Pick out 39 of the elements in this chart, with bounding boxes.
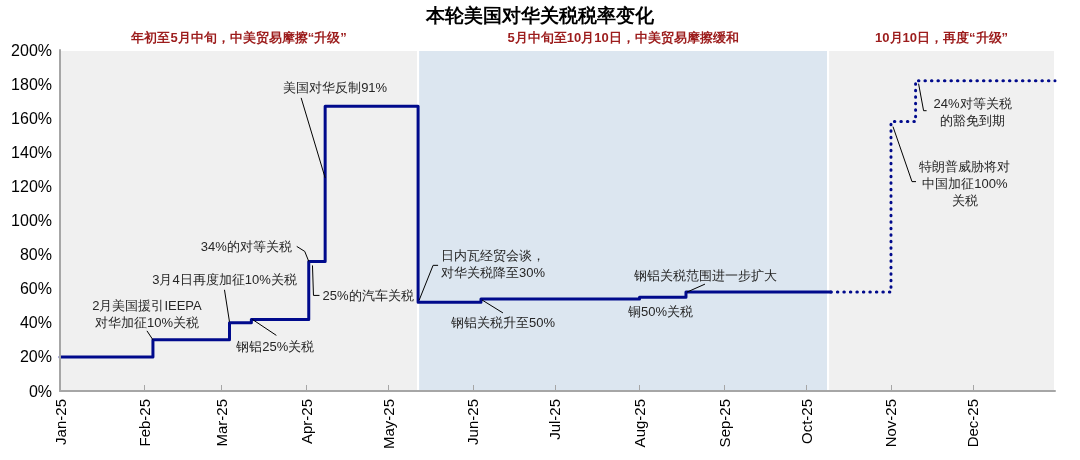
y-tick-label: 160% xyxy=(11,109,52,127)
x-tick-label: Feb-25 xyxy=(136,399,154,447)
annotation: 美国对华反制91% xyxy=(283,80,388,96)
y-tick-label: 60% xyxy=(19,280,52,298)
chart-title: 本轮美国对华关税税率变化 xyxy=(425,5,655,26)
annotation: 3月4日再度加征10%关税 xyxy=(152,272,297,288)
annotation: 钢铝25%关税 xyxy=(235,338,315,354)
y-tick-label: 80% xyxy=(19,246,52,264)
x-tick-label: May-25 xyxy=(379,399,397,450)
annotation: 钢铝关税范围进一步扩大 xyxy=(633,267,778,283)
y-tick-label: 200% xyxy=(11,41,52,59)
band-label: 年初至5月中旬，中美贸易摩擦“升级” xyxy=(130,30,347,45)
band-label: 5月中旬至10月10日，中美贸易摩擦缓和 xyxy=(507,30,739,45)
x-tick-label: Oct-25 xyxy=(797,399,815,445)
annotation: 25%的汽车关税 xyxy=(322,287,414,303)
x-tick-label: Dec-25 xyxy=(964,399,982,448)
y-tick-label: 180% xyxy=(11,75,52,93)
annotation: 2月美国援引IEEPA对华加征10%关税 xyxy=(92,297,203,330)
y-tick-label: 140% xyxy=(11,143,52,161)
annotation: 铜50%关税 xyxy=(626,303,694,319)
x-tick-label: Jun-25 xyxy=(464,399,482,445)
band-label: 10月10日，再度“升级” xyxy=(875,30,1009,45)
annotation: 日内瓦经贸会谈，对华关税降至30% xyxy=(441,248,546,281)
annotation: 34%的对等关税 xyxy=(200,238,292,254)
y-tick-label: 120% xyxy=(11,177,52,195)
x-tick-label: Apr-25 xyxy=(297,399,315,445)
annotation: 特朗普威胁将对中国加征100%关税 xyxy=(919,159,1011,209)
annotation: 24%对等关税的豁免到期 xyxy=(933,95,1012,128)
x-tick-label: Mar-25 xyxy=(212,399,230,447)
x-tick-label: Nov-25 xyxy=(882,399,900,448)
x-tick-label: Jan-25 xyxy=(51,399,69,445)
x-tick-label: Aug-25 xyxy=(631,399,649,448)
y-tick-label: 100% xyxy=(11,212,52,229)
x-tick-label: Sep-25 xyxy=(715,399,733,448)
y-tick-label: 20% xyxy=(19,348,52,366)
y-tick-label: 0% xyxy=(28,382,52,400)
annotation: 钢铝关税升至50% xyxy=(449,315,556,331)
x-tick-label: Jul-25 xyxy=(546,399,564,440)
y-tick-label: 40% xyxy=(19,314,52,332)
